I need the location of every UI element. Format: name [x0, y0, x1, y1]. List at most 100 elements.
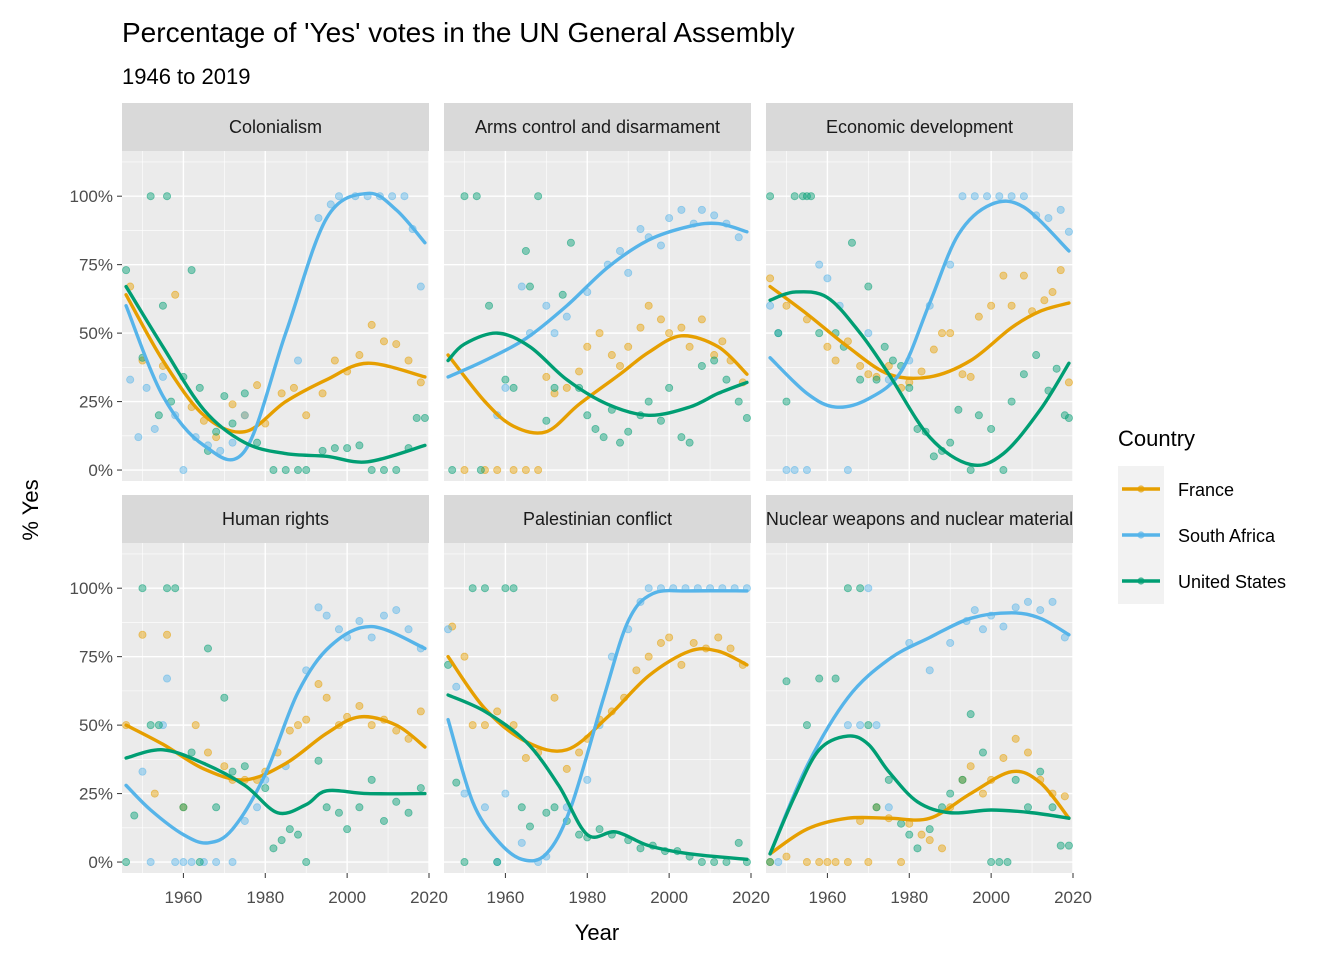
point-south-africa [864, 584, 873, 593]
point-united-states [734, 838, 743, 847]
point-united-states [856, 584, 865, 593]
point-united-states [146, 192, 155, 201]
point-united-states [1036, 767, 1045, 776]
point-south-africa [253, 803, 262, 812]
point-south-africa [970, 192, 979, 201]
facet-economic-development: Economic development [766, 103, 1074, 481]
point-united-states [416, 784, 425, 793]
point-south-africa [624, 268, 633, 277]
point-united-states [277, 836, 286, 845]
point-france [782, 852, 791, 861]
point-france [379, 337, 388, 346]
point-south-africa [823, 274, 832, 283]
point-united-states [281, 466, 290, 475]
point-united-states [766, 192, 775, 201]
point-south-africa [228, 858, 237, 867]
point-france [644, 652, 653, 661]
legend-label: South Africa [1178, 526, 1276, 546]
point-united-states [228, 767, 237, 776]
x-tick-label: 2000 [972, 888, 1010, 907]
point-france [938, 329, 947, 338]
point-south-africa [782, 466, 791, 475]
point-france [656, 315, 665, 324]
point-france [220, 762, 229, 771]
gridlines [444, 543, 752, 873]
legend-item-france: France [1118, 466, 1234, 512]
point-united-states [501, 375, 510, 384]
point-france [550, 389, 559, 398]
point-united-states [954, 405, 963, 414]
point-france [460, 466, 469, 475]
facet-strip-label: Human rights [222, 509, 329, 529]
point-united-states [1003, 858, 1012, 867]
point-united-states [656, 416, 665, 425]
point-south-africa [983, 192, 992, 201]
point-united-states [228, 419, 237, 428]
point-france [831, 858, 840, 867]
point-south-africa [480, 803, 489, 812]
panel-background [122, 543, 429, 873]
point-france [718, 337, 727, 346]
point-united-states [1011, 775, 1020, 784]
point-united-states [542, 808, 551, 817]
point-south-africa [179, 858, 188, 867]
point-south-africa [228, 438, 237, 447]
x-tick-label: 1960 [808, 888, 846, 907]
point-united-states [782, 397, 791, 406]
point-france [974, 312, 983, 321]
x-tick-label: 2020 [732, 888, 770, 907]
smooth-line-south-africa [768, 611, 1071, 856]
point-france [710, 351, 719, 360]
point-united-states [392, 466, 401, 475]
point-united-states [880, 342, 889, 351]
point-south-africa [444, 625, 453, 634]
data-layer [446, 192, 751, 475]
point-united-states [404, 808, 413, 817]
point-united-states [929, 452, 938, 461]
point-south-africa [158, 372, 167, 381]
point-france [562, 764, 571, 773]
point-france [677, 323, 686, 332]
legend-label: France [1178, 480, 1234, 500]
point-south-africa [766, 301, 775, 310]
facet-nuclear-weapons-and-nuclear-material: Nuclear weapons and nuclear material 1960… [766, 495, 1092, 907]
point-united-states [864, 282, 873, 291]
point-france [1011, 734, 1020, 743]
point-united-states [872, 375, 881, 384]
data-layer [766, 584, 1073, 867]
point-united-states [269, 466, 278, 475]
point-united-states [452, 778, 461, 787]
point-united-states [122, 266, 131, 275]
point-france [665, 633, 674, 642]
point-south-africa [138, 767, 147, 776]
point-south-africa [856, 721, 865, 730]
point-united-states [888, 356, 897, 365]
point-united-states [710, 356, 719, 365]
point-south-africa [392, 606, 401, 615]
point-south-africa [1007, 192, 1016, 201]
point-south-africa [970, 606, 979, 615]
point-france [330, 356, 339, 365]
point-south-africa [958, 192, 967, 201]
gridlines [766, 543, 1074, 873]
point-united-states [420, 414, 429, 423]
panel-background [444, 543, 751, 873]
point-united-states [501, 584, 510, 593]
point-south-africa [334, 192, 343, 201]
smooth-line-south-africa [768, 199, 1071, 409]
point-south-africa [388, 192, 397, 201]
point-france [897, 858, 906, 867]
point-united-states [550, 803, 559, 812]
point-united-states [974, 411, 983, 420]
point-france [163, 630, 172, 639]
point-south-africa [946, 260, 955, 269]
point-united-states [460, 858, 469, 867]
point-united-states [843, 584, 852, 593]
point-united-states [1056, 841, 1065, 850]
facet-strip [766, 103, 1073, 151]
point-france [726, 644, 735, 653]
point-united-states [802, 721, 811, 730]
point-south-africa [710, 211, 719, 220]
point-united-states [195, 383, 204, 392]
